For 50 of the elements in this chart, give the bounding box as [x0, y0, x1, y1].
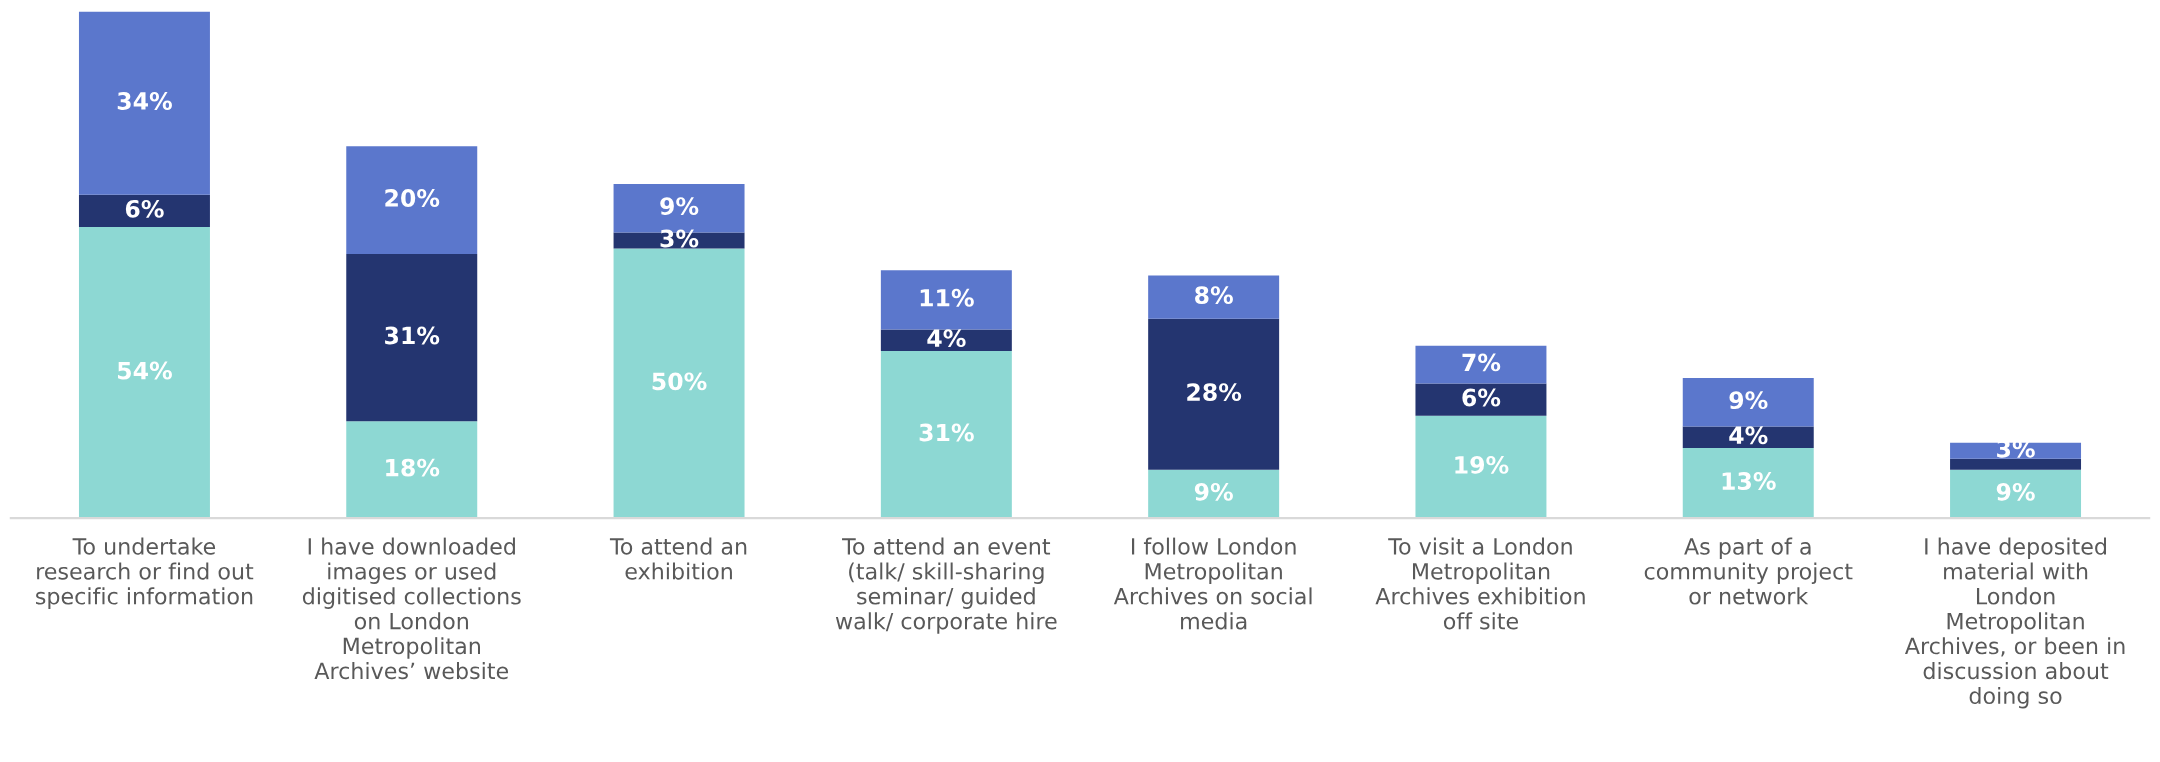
- bar: [78, 194, 210, 228]
- data-label: 31%: [919, 423, 974, 442]
- bar: [1415, 415, 1547, 519]
- bar: [78, 227, 210, 519]
- bar: [1148, 275, 1280, 319]
- x-tick-label: To visit a London Metropolitan Archives exhibition off site: [1375, 537, 1585, 630]
- data-label: 13%: [1722, 472, 1776, 490]
- bar: [1415, 345, 1547, 384]
- bar: [346, 421, 478, 519]
- data-label: 6%: [1462, 388, 1501, 407]
- bar: [613, 248, 745, 519]
- x-tick-label: To attend an exhibition: [609, 537, 747, 580]
- data-label: 11%: [920, 288, 974, 307]
- data-label: 9%: [1729, 391, 1768, 410]
- bar: [346, 254, 478, 422]
- bar: [880, 351, 1012, 519]
- data-label: 4%: [1729, 426, 1768, 445]
- data-label: 18%: [386, 458, 440, 477]
- data-label: 8%: [1195, 286, 1233, 304]
- data-label: 34%: [117, 92, 172, 110]
- x-tick-label: To attend an event (talk/ skill-sharing seminar/ guided walk/ corporate hire: [835, 537, 1057, 634]
- bar: [1148, 469, 1280, 519]
- data-label: 9%: [1996, 482, 2035, 501]
- data-label: 4%: [927, 329, 966, 348]
- bar: [1682, 448, 1814, 519]
- data-label: 9%: [1194, 482, 1233, 501]
- bar: [1950, 458, 2082, 470]
- bar: [1415, 383, 1547, 416]
- bar: [880, 329, 1012, 352]
- data-label: 3%: [660, 229, 699, 248]
- x-tick-label: As part of a community project or network: [1644, 537, 1853, 605]
- bar: [346, 146, 478, 255]
- data-label: 28%: [1187, 383, 1242, 402]
- bar: [880, 270, 1012, 330]
- data-label: 19%: [1455, 455, 1509, 474]
- bar: [1950, 469, 2082, 519]
- data-label: 9%: [660, 197, 699, 216]
- data-label: 31%: [385, 326, 440, 345]
- data-label: 20%: [385, 189, 440, 207]
- x-tick-label: I have deposited material with London Metropolitan Archives, or been in discussion about doing so: [1904, 537, 2125, 709]
- bar: [78, 11, 210, 195]
- x-tick-label: To undertake research or find out specific information: [36, 537, 254, 609]
- data-label: 54%: [118, 361, 172, 380]
- data-label: 50%: [652, 372, 707, 391]
- data-label: 7%: [1462, 353, 1501, 372]
- x-tick-label: I have downloaded images or used digitised collections on London Metropolitan Archives’ website: [302, 537, 521, 680]
- x-tick-label: I follow London Metropolitan Archives on social media: [1113, 537, 1312, 630]
- bar: [1148, 318, 1280, 470]
- data-label: 6%: [125, 199, 164, 218]
- bar: [1682, 378, 1814, 427]
